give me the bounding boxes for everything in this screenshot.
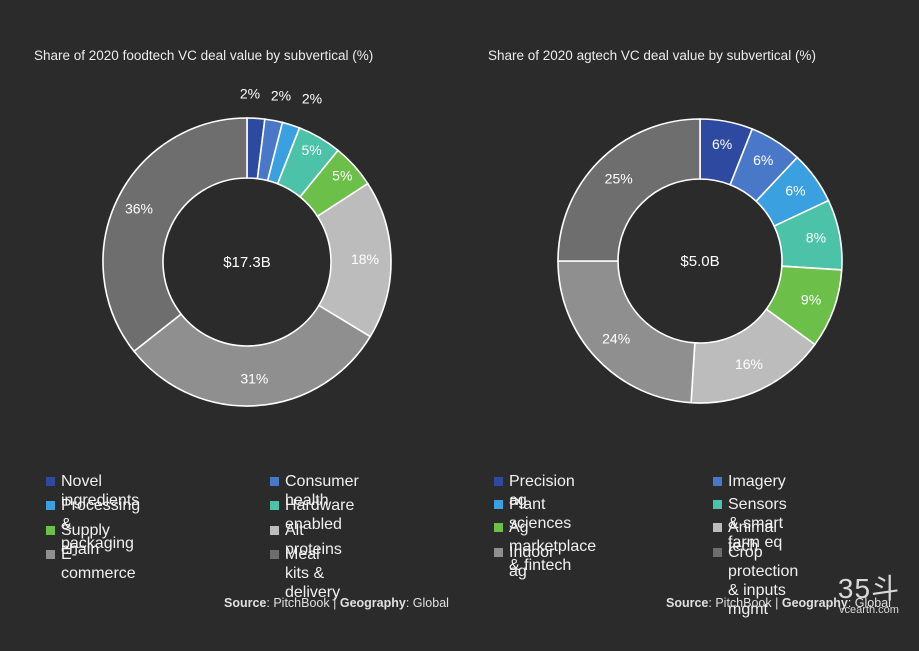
legend-swatch: [713, 500, 722, 509]
legend-label: Meal kits & delivery: [285, 546, 341, 601]
data-label-0: 2%: [240, 86, 260, 102]
donut-slice-7: [557, 118, 701, 262]
legend-swatch: [46, 477, 55, 486]
data-label-5: 16%: [735, 356, 763, 372]
legend-label: Consumer health: [285, 473, 359, 509]
legend-swatch: [270, 501, 279, 510]
center-total-label: $17.3B: [223, 254, 271, 271]
data-label-4: 5%: [332, 167, 352, 183]
legend-label: Plant sciences: [509, 496, 572, 532]
legend-item: Plant sciences: [494, 495, 571, 533]
watermark-logo: 35斗: [837, 573, 901, 604]
legend-item: Sensors & smart farm eq: [713, 495, 787, 552]
legend-label: Supply chain: [61, 522, 110, 558]
legend-item: Meal kits & delivery: [270, 545, 340, 602]
legend-label: Imagery: [728, 473, 786, 490]
legend-swatch: [713, 523, 722, 532]
legend-item: Precision ag: [494, 472, 575, 510]
legend-item: Consumer health: [270, 472, 359, 510]
legend-label: Hardware enabled: [285, 497, 355, 533]
donut-slice-6: [557, 260, 696, 404]
legend-swatch: [270, 526, 279, 535]
legend-label: Indoor ag: [509, 544, 555, 580]
legend-swatch: [713, 477, 722, 486]
legend-label: Processing & packaging: [61, 497, 141, 552]
data-label-1: 2%: [271, 88, 291, 104]
legend-swatch: [494, 477, 503, 486]
donut-slice-7: [102, 117, 248, 353]
legend-swatch: [46, 501, 55, 510]
legend-label: Crop protection & inputs mgmt: [728, 544, 799, 618]
source-note: Source: PitchBook | Geography: Global: [224, 596, 449, 610]
legend-label: Precision ag: [509, 473, 575, 509]
legend-swatch: [46, 526, 55, 535]
legend-label: Novel ingredients: [61, 473, 140, 509]
legend-item: Imagery: [713, 472, 786, 491]
legend-item: Crop protection & inputs mgmt: [713, 543, 798, 619]
data-label-7: 36%: [125, 200, 153, 216]
legend-item: Indoor ag: [494, 543, 554, 581]
legend-swatch: [46, 550, 55, 559]
chart-title: Share of 2020 foodtech VC deal value by …: [34, 48, 374, 63]
legend-item: Hardware enabled: [270, 496, 354, 534]
data-label-3: 8%: [806, 230, 826, 246]
center-total-label: $5.0B: [680, 253, 719, 270]
legend-label: Animal tech: [728, 519, 777, 555]
source-note: Source: PitchBook | Geography: Global: [666, 596, 891, 610]
watermark-url: vcearth.com: [839, 604, 899, 616]
legend-label: Ag marketplace & fintech: [509, 519, 597, 574]
data-label-6: 24%: [602, 330, 630, 346]
data-label-2: 6%: [785, 182, 805, 198]
legend-item: Ag marketplace & fintech: [494, 518, 596, 575]
legend-label: E-commerce: [61, 546, 136, 582]
legend-swatch: [494, 548, 503, 557]
legend-item: Novel ingredients: [46, 472, 139, 510]
legend-item: E-commerce: [46, 545, 136, 583]
data-label-3: 5%: [301, 142, 321, 158]
legend-item: Processing & packaging: [46, 496, 140, 553]
legend-swatch: [494, 500, 503, 509]
donut-slice-6: [132, 304, 372, 407]
legend-swatch: [270, 550, 279, 559]
legend-label: Alt proteins: [285, 522, 342, 558]
legend-item: Alt proteins: [270, 521, 342, 559]
data-label-2: 2%: [302, 91, 322, 107]
watermark: 35斗 vcearth.com: [830, 573, 908, 617]
legend-item: Supply chain: [46, 521, 110, 559]
legend-swatch: [494, 523, 503, 532]
legend-swatch: [270, 477, 279, 486]
agtech-donut-chart: 6% 6% 6% 8% 9% 16% 24% 25% $5.0B: [557, 118, 843, 404]
legend-label: Sensors & smart farm eq: [728, 496, 787, 551]
data-label-1: 6%: [753, 152, 773, 168]
data-label-4: 9%: [801, 292, 821, 308]
data-label-0: 6%: [712, 136, 732, 152]
chart-title: Share of 2020 agtech VC deal value by su…: [488, 48, 816, 63]
foodtech-donut-chart: 2% 2% 2% 5% 5% 18% 31% 36% $17.3B: [102, 86, 392, 407]
foodtech-panel: Share of 2020 foodtech VC deal value by …: [0, 0, 459, 651]
legend-swatch: [713, 548, 722, 557]
data-label-5: 18%: [351, 251, 379, 267]
data-label-6: 31%: [240, 370, 268, 386]
legend-item: Animal tech: [713, 518, 777, 556]
data-label-7: 25%: [605, 170, 633, 186]
agtech-panel: Share of 2020 agtech VC deal value by su…: [459, 0, 918, 651]
